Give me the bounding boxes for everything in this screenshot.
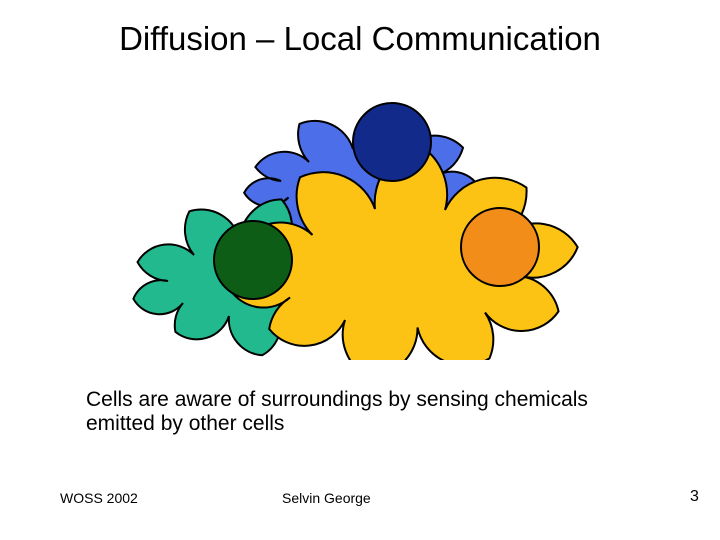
diffusion-diagram bbox=[115, 80, 585, 360]
caption-text: Cells are aware of surroundings by sensi… bbox=[86, 388, 656, 436]
footer-left: WOSS 2002 bbox=[60, 490, 138, 506]
footer-center: Selvin George bbox=[282, 490, 371, 506]
cell-navy bbox=[353, 103, 431, 181]
cell-darkgreen bbox=[214, 221, 292, 299]
slide: Diffusion – Local Communication Cells ar… bbox=[0, 0, 720, 540]
footer-right-page-number: 3 bbox=[690, 488, 699, 506]
cell-orange bbox=[461, 208, 539, 286]
slide-title: Diffusion – Local Communication bbox=[0, 20, 720, 58]
